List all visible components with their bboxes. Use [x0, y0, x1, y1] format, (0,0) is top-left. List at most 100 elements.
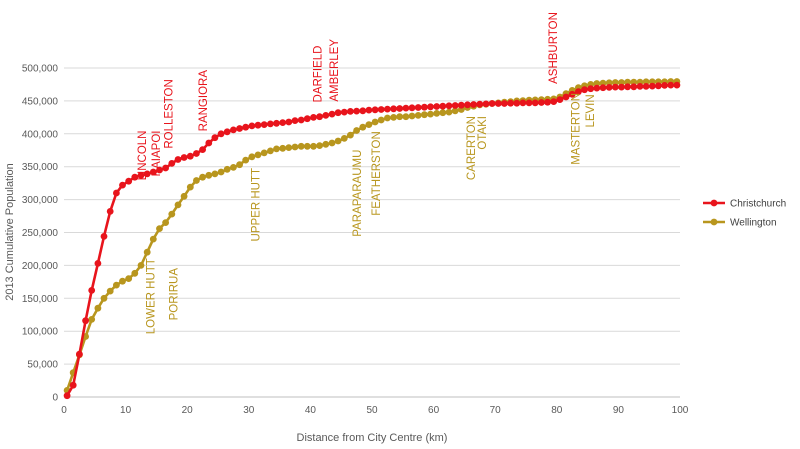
data-point [353, 127, 360, 134]
legend-item: Wellington [703, 218, 777, 229]
data-point [396, 105, 404, 112]
x-tick-label: 60 [428, 405, 440, 416]
data-point [365, 121, 373, 128]
data-point [94, 260, 102, 267]
data-point [464, 101, 471, 109]
data-point [193, 150, 200, 157]
annotation-label: PORIRUA [168, 268, 180, 321]
data-point [384, 105, 391, 113]
data-point [113, 189, 120, 197]
data-point [199, 146, 207, 154]
data-point [655, 82, 662, 90]
x-tick-labels: 0 10 20 30 40 50 60 70 80 90 100 [61, 405, 689, 416]
data-point [303, 115, 311, 123]
data-point [334, 109, 342, 117]
x-tick-label: 90 [613, 405, 625, 416]
data-point [556, 96, 564, 103]
data-point [439, 109, 447, 117]
data-point [156, 166, 163, 174]
data-point [414, 112, 422, 119]
y-tick-label: 200,000 [22, 261, 59, 272]
data-point [550, 98, 558, 105]
x-tick-label: 20 [182, 405, 194, 416]
data-point [673, 81, 681, 89]
data-point [488, 100, 496, 107]
legend-marker [710, 218, 718, 226]
y-tick-label: 50,000 [27, 360, 58, 371]
data-point [630, 83, 638, 91]
data-point [260, 121, 268, 128]
data-point [303, 142, 311, 150]
data-point [88, 316, 96, 323]
data-point [236, 125, 244, 132]
data-point [119, 181, 126, 189]
data-point [199, 173, 207, 181]
data-point [180, 192, 188, 200]
data-point [106, 287, 114, 295]
data-point [636, 83, 644, 90]
annotation-label: AMBERLEY [329, 39, 341, 102]
data-point [254, 151, 262, 159]
x-axis-title: Distance from City Centre (km) [297, 432, 448, 444]
data-point [297, 142, 305, 150]
data-point [359, 107, 367, 115]
y-axis-title: 2013 Cumulative Population [4, 163, 16, 301]
data-point [328, 139, 336, 147]
data-point [457, 101, 465, 109]
data-point [223, 128, 231, 136]
data-point [371, 106, 379, 114]
data-point [310, 142, 317, 150]
data-point [630, 78, 638, 86]
data-point [230, 126, 237, 134]
data-point [267, 120, 274, 128]
data-point [427, 110, 434, 118]
data-point [149, 235, 157, 243]
data-point [217, 168, 225, 176]
data-point [236, 161, 244, 169]
annotation-label: FEATHERSTON [371, 131, 383, 216]
data-point [377, 106, 385, 113]
data-point [279, 119, 287, 126]
data-point [642, 83, 650, 90]
legend: Christchurch Wellington [703, 199, 786, 229]
data-point [211, 134, 219, 142]
y-tick-label: 250,000 [22, 228, 59, 239]
data-point [162, 219, 170, 227]
data-point [562, 93, 570, 101]
data-point [445, 108, 453, 116]
data-point [322, 140, 330, 148]
data-point [402, 113, 410, 121]
data-point [267, 147, 274, 155]
data-point [137, 262, 145, 269]
annotation-label: CARERTON [466, 116, 478, 180]
data-point [113, 281, 120, 289]
y-tick-label: 0 [52, 393, 58, 404]
data-point [513, 99, 521, 107]
data-point [347, 131, 354, 139]
data-point [137, 171, 145, 179]
data-point [661, 82, 668, 89]
data-point [384, 114, 391, 122]
data-point [248, 122, 256, 130]
data-point [347, 108, 354, 115]
data-point [230, 164, 237, 171]
legend-label: Wellington [730, 218, 777, 229]
data-point [205, 171, 213, 179]
annotation-label: ROLLESTON [163, 79, 175, 148]
annotation-label: KAIAPOI [151, 131, 163, 177]
y-tick-label: 500,000 [22, 64, 59, 75]
annotation-label: PARAPARAUMU [352, 150, 364, 237]
data-point [100, 233, 108, 240]
data-point [193, 177, 200, 184]
annotation-label: LOWER HUTT [146, 258, 158, 334]
y-tick-labels: 0 50,000 100,000 150,000 200,000 250,000 300,0… [22, 64, 59, 404]
data-point [396, 113, 404, 121]
data-point [501, 100, 508, 107]
annotation-label: UPPER HUTT [250, 168, 262, 241]
data-point [408, 112, 416, 120]
data-point [82, 317, 89, 325]
data-point [211, 170, 219, 178]
data-point [359, 123, 367, 131]
data-point [125, 275, 133, 282]
